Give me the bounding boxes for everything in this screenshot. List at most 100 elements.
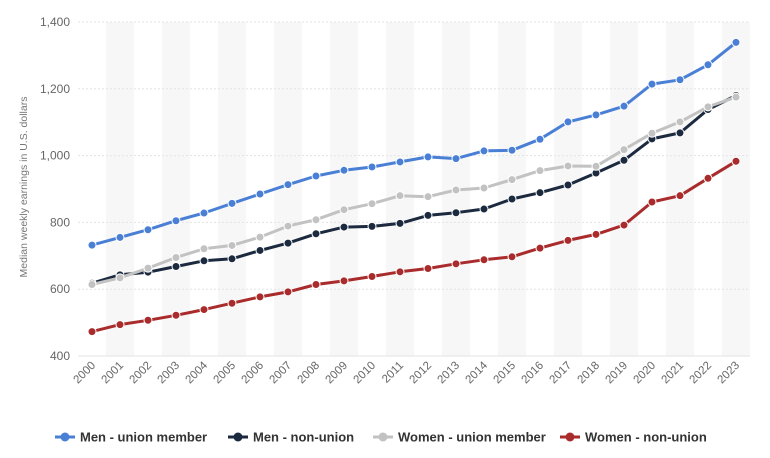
legend-item[interactable]: Men - union member [55, 430, 207, 445]
data-point[interactable] [451, 259, 461, 269]
data-point[interactable] [283, 180, 293, 190]
data-point[interactable] [479, 255, 489, 265]
data-point[interactable] [283, 238, 293, 248]
data-point[interactable] [563, 161, 573, 171]
data-point[interactable] [731, 37, 741, 47]
data-point[interactable] [619, 145, 629, 155]
legend-swatch-marker [378, 432, 388, 442]
data-point[interactable] [115, 232, 125, 242]
data-point[interactable] [339, 276, 349, 286]
data-point[interactable] [703, 102, 713, 112]
data-point[interactable] [199, 305, 209, 315]
data-point[interactable] [507, 194, 517, 204]
x-tick-label: 2023 [716, 360, 743, 387]
data-point[interactable] [255, 245, 265, 255]
data-point[interactable] [367, 221, 377, 231]
data-point[interactable] [535, 243, 545, 253]
data-point[interactable] [451, 208, 461, 218]
data-point[interactable] [199, 208, 209, 218]
data-point[interactable] [395, 191, 405, 201]
data-point[interactable] [479, 146, 489, 156]
data-point[interactable] [535, 166, 545, 176]
data-point[interactable] [311, 280, 321, 290]
data-point[interactable] [227, 198, 237, 208]
data-point[interactable] [227, 298, 237, 308]
data-point[interactable] [563, 117, 573, 127]
y-tick-label: 1,200 [40, 82, 70, 96]
data-point[interactable] [339, 165, 349, 175]
data-point[interactable] [87, 280, 97, 290]
data-point[interactable] [675, 117, 685, 127]
data-point[interactable] [507, 175, 517, 185]
data-point[interactable] [367, 199, 377, 209]
data-point[interactable] [339, 205, 349, 215]
x-tick-label: 2018 [576, 360, 603, 387]
data-point[interactable] [619, 155, 629, 165]
data-point[interactable] [423, 263, 433, 273]
column-band [106, 22, 134, 356]
data-point[interactable] [731, 156, 741, 166]
data-point[interactable] [647, 79, 657, 89]
data-point[interactable] [507, 145, 517, 155]
data-point[interactable] [283, 221, 293, 231]
data-point[interactable] [367, 272, 377, 282]
data-point[interactable] [507, 252, 517, 262]
data-point[interactable] [199, 256, 209, 266]
data-point[interactable] [423, 192, 433, 202]
data-point[interactable] [395, 157, 405, 167]
data-point[interactable] [535, 188, 545, 198]
data-point[interactable] [311, 229, 321, 239]
data-point[interactable] [395, 267, 405, 277]
data-point[interactable] [647, 128, 657, 138]
data-point[interactable] [451, 154, 461, 164]
data-point[interactable] [227, 240, 237, 250]
data-point[interactable] [143, 225, 153, 235]
data-point[interactable] [675, 191, 685, 201]
legend-item[interactable]: Women - union member [373, 430, 546, 445]
data-point[interactable] [199, 244, 209, 254]
data-point[interactable] [423, 152, 433, 162]
data-point[interactable] [647, 197, 657, 207]
data-point[interactable] [563, 235, 573, 245]
data-point[interactable] [115, 320, 125, 330]
data-point[interactable] [255, 189, 265, 199]
series-line [90, 159, 738, 334]
data-point[interactable] [171, 310, 181, 320]
gridlines [78, 21, 750, 357]
data-point[interactable] [115, 273, 125, 283]
legend-item[interactable]: Women - non-union [560, 430, 707, 445]
data-point[interactable] [619, 101, 629, 111]
data-point[interactable] [451, 185, 461, 195]
data-point[interactable] [171, 216, 181, 226]
data-point[interactable] [591, 161, 601, 171]
data-point[interactable] [591, 110, 601, 120]
data-point[interactable] [87, 327, 97, 337]
data-point[interactable] [731, 92, 741, 102]
data-point[interactable] [227, 254, 237, 264]
data-point[interactable] [143, 263, 153, 273]
data-point[interactable] [675, 128, 685, 138]
data-point[interactable] [143, 315, 153, 325]
data-point[interactable] [395, 218, 405, 228]
data-point[interactable] [367, 162, 377, 172]
data-point[interactable] [479, 183, 489, 193]
data-point[interactable] [591, 229, 601, 239]
data-point[interactable] [171, 252, 181, 262]
data-point[interactable] [423, 210, 433, 220]
data-point[interactable] [283, 287, 293, 297]
data-point[interactable] [703, 60, 713, 70]
data-point[interactable] [619, 220, 629, 230]
data-point[interactable] [535, 134, 545, 144]
data-point[interactable] [311, 171, 321, 181]
data-point[interactable] [703, 173, 713, 183]
data-point[interactable] [563, 180, 573, 190]
data-point[interactable] [675, 75, 685, 85]
legend-item[interactable]: Men - non-union [228, 430, 354, 445]
data-point[interactable] [311, 215, 321, 225]
data-point[interactable] [479, 204, 489, 214]
data-point[interactable] [255, 232, 265, 242]
data-point[interactable] [87, 240, 97, 250]
data-point[interactable] [339, 222, 349, 232]
data-point[interactable] [255, 292, 265, 302]
data-point[interactable] [171, 261, 181, 271]
